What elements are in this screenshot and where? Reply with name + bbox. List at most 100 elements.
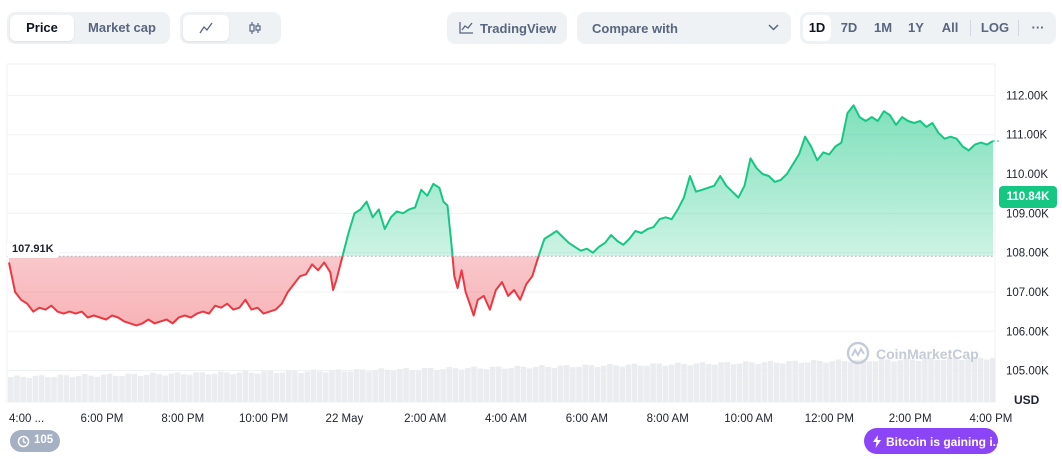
volume-bar xyxy=(298,373,304,402)
volume-bar xyxy=(891,361,897,402)
volume-bar xyxy=(132,374,138,402)
volume-bar xyxy=(403,368,409,402)
volume-bar xyxy=(76,376,82,402)
volume-bar xyxy=(712,365,718,402)
volume-bar xyxy=(848,362,854,402)
volume-bar xyxy=(551,368,557,402)
chart-style-toggle xyxy=(180,12,281,44)
range-7d[interactable]: 7D xyxy=(835,15,863,41)
volume-bar xyxy=(193,372,199,402)
x-tick-label: 6:00 PM xyxy=(81,413,124,425)
currency-label: USD xyxy=(1014,393,1039,407)
candlestick-icon xyxy=(248,21,262,35)
history-count: 105 xyxy=(34,434,53,446)
volume-bar xyxy=(311,370,317,402)
volume-bar xyxy=(447,367,453,402)
volume-bar xyxy=(286,370,292,402)
volume-bar xyxy=(64,375,70,402)
volume-bar xyxy=(595,367,601,402)
volume-bar xyxy=(570,367,576,402)
volume-bar xyxy=(910,360,916,402)
volume-bar xyxy=(206,374,212,402)
volume-bar xyxy=(823,363,829,402)
volume-bar xyxy=(842,361,848,402)
x-tick-label: 4:00 PM xyxy=(970,413,1013,425)
volume-bar xyxy=(527,368,533,402)
volume-bar xyxy=(237,372,243,402)
more-options-button[interactable]: ··· xyxy=(1024,15,1052,41)
history-button[interactable]: 105 xyxy=(10,430,60,452)
volume-bar xyxy=(360,369,366,402)
volume-bar xyxy=(33,376,39,402)
volume-bar xyxy=(749,362,755,402)
tab-market-cap[interactable]: Market cap xyxy=(77,15,167,41)
volume-bar xyxy=(484,369,490,402)
volume-bar xyxy=(39,375,45,402)
news-pill-button[interactable]: Bitcoin is gaining i... xyxy=(864,428,998,454)
volume-bar xyxy=(8,377,14,402)
volume-bar xyxy=(440,369,446,402)
volume-bar xyxy=(304,371,310,402)
volume-bar xyxy=(626,365,632,402)
x-tick-label: 12:00 PM xyxy=(805,413,854,425)
volume-bar xyxy=(681,364,687,402)
watermark-text: CoinMarketCap xyxy=(876,346,979,362)
volume-bar xyxy=(138,376,144,402)
volume-bar xyxy=(638,366,644,402)
volume-bar xyxy=(607,364,613,402)
volume-bar xyxy=(119,376,125,402)
volume-bar xyxy=(218,372,224,402)
range-1d[interactable]: 1D xyxy=(803,15,831,41)
compare-dropdown[interactable]: Compare with xyxy=(577,12,791,44)
candlestick-button[interactable] xyxy=(232,15,278,41)
volume-bar xyxy=(731,364,737,402)
y-tick-label: 105.00K xyxy=(1006,366,1049,378)
volume-bar xyxy=(644,366,650,402)
price-chart[interactable]: 105.00K 106.00K 107.00K 108.00K 109.00K 110.0… xyxy=(0,56,1062,459)
volume-bar xyxy=(941,360,947,402)
x-tick-label: 8:00 AM xyxy=(647,413,689,425)
tradingview-button[interactable]: TradingView xyxy=(447,12,567,44)
volume-bar xyxy=(267,371,273,402)
volume-bar xyxy=(156,374,162,402)
y-tick-label: 109.00K xyxy=(1006,208,1049,220)
volume-bar xyxy=(243,371,249,402)
price-chart-area[interactable]: 105.00K 106.00K 107.00K 108.00K 109.00K 110.0… xyxy=(0,56,1062,459)
volume-bar xyxy=(212,374,218,402)
volume-bar xyxy=(799,363,805,402)
volume-bar xyxy=(786,361,792,402)
x-tick-label: 4:00 ... xyxy=(9,413,44,425)
divider xyxy=(1018,20,1019,36)
volume-bar xyxy=(416,370,422,402)
volume-bar xyxy=(755,364,761,402)
volume-bar xyxy=(502,369,508,402)
y-tick-label: 108.00K xyxy=(1006,248,1049,260)
range-1m[interactable]: 1M xyxy=(868,15,898,41)
volume-bar xyxy=(88,376,94,402)
line-chart-button[interactable] xyxy=(183,15,229,41)
volume-bar xyxy=(897,360,903,402)
range-1y[interactable]: 1Y xyxy=(902,15,930,41)
volume-bar xyxy=(113,376,119,402)
range-all[interactable]: All xyxy=(935,15,965,41)
volume-bar xyxy=(150,373,156,402)
volume-bar xyxy=(761,362,767,402)
volume-bar xyxy=(768,361,774,402)
volume-bar xyxy=(224,373,230,402)
volume-bar xyxy=(477,368,483,402)
volume-bar xyxy=(700,362,706,402)
y-tick-label: 110.00K xyxy=(1006,169,1048,181)
volume-bar xyxy=(656,364,662,402)
volume-bar xyxy=(372,370,378,402)
volume-bar xyxy=(866,361,872,402)
volume-bar xyxy=(342,372,348,402)
volume-bar xyxy=(366,371,372,402)
log-scale-button[interactable]: LOG xyxy=(977,15,1013,41)
volume-bar xyxy=(601,366,607,402)
tab-price[interactable]: Price xyxy=(10,15,74,41)
volume-bar xyxy=(428,368,434,402)
volume-bar xyxy=(125,374,131,402)
volume-bar xyxy=(230,374,236,402)
volume-bar xyxy=(459,370,465,402)
compare-label: Compare with xyxy=(592,21,678,36)
